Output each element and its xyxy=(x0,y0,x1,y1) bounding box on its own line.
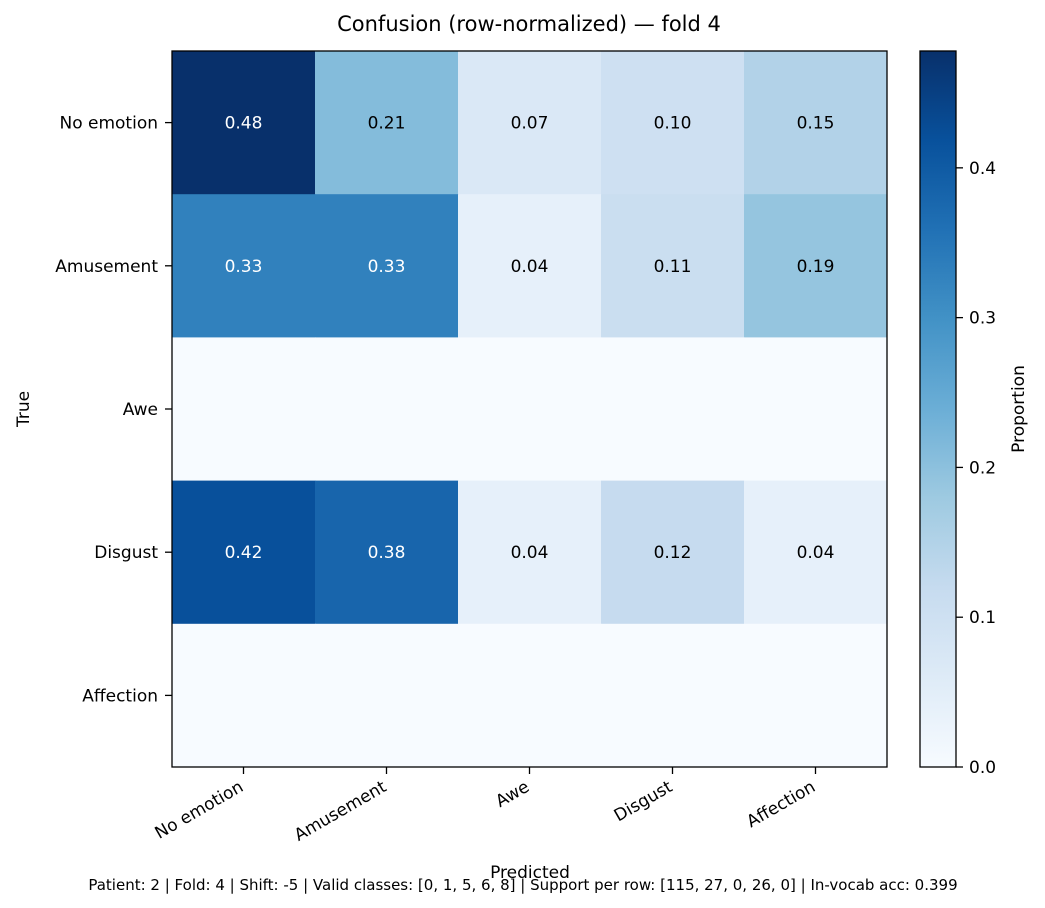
cell-value-label: 0.42 xyxy=(225,543,263,563)
heatmap-cell xyxy=(458,51,602,195)
cell-value-label: 0.48 xyxy=(225,114,263,134)
cell-value-labels: 0.48 0.21 0.07 0.10 0.15 0.33 0.33 0.04 0.11 0.19… xyxy=(225,114,835,564)
heatmap-cell xyxy=(744,194,888,338)
heatmap-cell xyxy=(315,623,459,768)
heatmap-cell xyxy=(172,337,316,482)
heatmap-cell xyxy=(601,623,745,768)
heatmap-cell xyxy=(172,480,316,625)
heatmap-cells xyxy=(172,51,888,768)
footer-note: Patient: 2 | Fold: 4 | Shift: -5 | Valid… xyxy=(88,876,957,894)
colorbar-gradient xyxy=(919,50,957,768)
heatmap-cell xyxy=(601,337,745,482)
y-tick-label: Affection xyxy=(82,686,158,706)
cell-value-label: 0.12 xyxy=(654,543,692,563)
heatmap-cell xyxy=(458,480,602,625)
heatmap-cell xyxy=(601,480,745,625)
heatmap-cell xyxy=(315,194,459,338)
y-tick-labels: No emotion Amusement Awe Disgust Affection xyxy=(55,114,172,706)
heatmap-cell xyxy=(744,337,888,482)
heatmap-cell xyxy=(315,480,459,625)
heatmap-cell xyxy=(172,51,316,195)
x-axis-label: Predicted xyxy=(490,863,570,883)
x-tick-labels: No emotion Amusement Awe Disgust Affection xyxy=(152,767,819,846)
colorbar-tick-label: 0.2 xyxy=(969,458,996,478)
x-tick-label: No emotion xyxy=(152,777,247,844)
y-tick-label: Awe xyxy=(123,400,158,420)
heatmap-cell xyxy=(458,623,602,768)
heatmap-cell xyxy=(172,623,316,768)
colorbar-tick-label: 0.4 xyxy=(969,159,996,179)
x-tick-label: Amusement xyxy=(291,777,390,846)
y-tick-label: Disgust xyxy=(94,543,158,563)
cell-value-label: 0.07 xyxy=(511,114,549,134)
cell-value-label: 0.04 xyxy=(511,257,549,277)
cell-value-label: 0.21 xyxy=(368,114,406,134)
cell-value-label: 0.38 xyxy=(368,543,406,563)
colorbar-tick-label: 0.0 xyxy=(969,758,996,778)
y-tick-label: Amusement xyxy=(55,257,158,277)
heatmap-cell xyxy=(458,337,602,482)
colorbar-tick-label: 0.3 xyxy=(969,309,996,329)
chart-title: Confusion (row-normalized) — fold 4 xyxy=(337,12,721,36)
heatmap-cell xyxy=(601,51,745,195)
x-tick-label: Disgust xyxy=(611,777,677,826)
cell-value-label: 0.04 xyxy=(797,543,835,563)
x-tick-label: Affection xyxy=(743,777,819,832)
x-tick-label: Awe xyxy=(492,777,533,812)
colorbar-ticks: 0.0 0.1 0.2 0.3 0.4 xyxy=(956,159,996,778)
heatmap-cell xyxy=(315,51,459,195)
cell-value-label: 0.04 xyxy=(511,543,549,563)
heatmap-cell xyxy=(172,194,316,338)
cell-value-label: 0.10 xyxy=(654,114,692,134)
colorbar-tick-label: 0.1 xyxy=(969,608,996,628)
cell-value-label: 0.11 xyxy=(654,257,692,277)
cell-value-label: 0.33 xyxy=(225,257,263,277)
colorbar-label: Proportion xyxy=(1009,365,1029,453)
y-axis-label: True xyxy=(14,391,34,428)
heatmap-cell xyxy=(744,623,888,768)
heatmap-cell xyxy=(315,337,459,482)
cell-value-label: 0.33 xyxy=(368,257,406,277)
cell-value-label: 0.15 xyxy=(797,114,835,134)
heatmap-cell xyxy=(744,51,888,195)
y-tick-label: No emotion xyxy=(59,114,158,134)
cell-value-label: 0.19 xyxy=(797,257,835,277)
heatmap-cell xyxy=(458,194,602,338)
heatmap-cell xyxy=(744,480,888,625)
heatmap-cell xyxy=(601,194,745,338)
